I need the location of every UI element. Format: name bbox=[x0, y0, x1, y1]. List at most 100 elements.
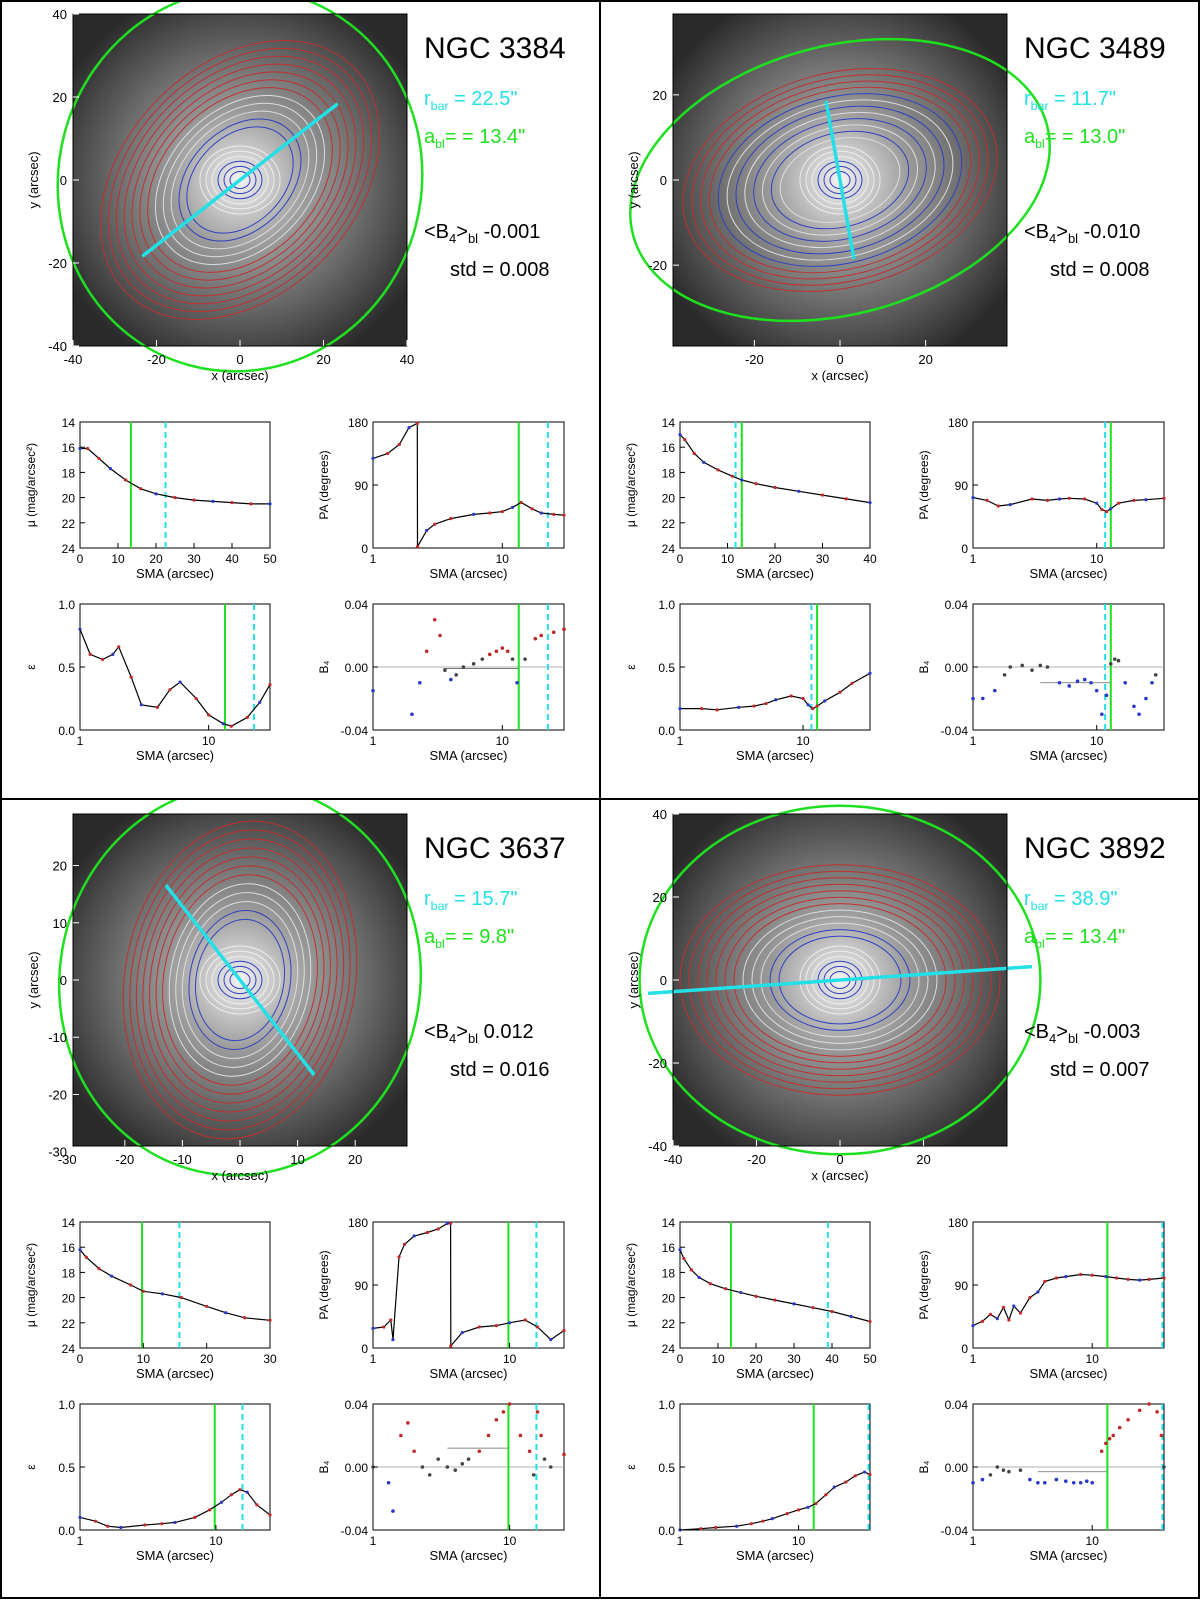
isophote-contour bbox=[115, 55, 365, 305]
b4-data-point bbox=[449, 677, 453, 682]
x-tick-label: 0 bbox=[236, 352, 243, 367]
pa-data-point bbox=[382, 1325, 386, 1329]
isophote-contours bbox=[682, 67, 998, 293]
mu-data-point bbox=[139, 487, 143, 491]
std-text: std = 0.007 bbox=[1050, 1059, 1150, 1081]
inner-contour bbox=[823, 165, 857, 195]
y-tick-label: 0.5 bbox=[658, 661, 675, 675]
pa-data-point bbox=[445, 1221, 449, 1225]
y-tick-label: 40 bbox=[53, 7, 67, 22]
b4-sub2: bl bbox=[1068, 231, 1078, 246]
y-tick-label: -20 bbox=[48, 256, 67, 271]
pa-data-point bbox=[1057, 497, 1062, 501]
isophote-contour bbox=[761, 124, 919, 236]
pa-data-point bbox=[1067, 496, 1071, 500]
x-tick-label: -20 bbox=[745, 352, 764, 367]
b4-data-point bbox=[1045, 665, 1050, 669]
b4-val: -0.003 bbox=[1078, 1021, 1140, 1043]
x-axis-label: SMA (arcsec) bbox=[1029, 748, 1107, 763]
y-tick-label: 90 bbox=[955, 1279, 969, 1293]
b4-data-point bbox=[971, 1480, 975, 1485]
pa-data-point bbox=[1007, 1318, 1011, 1322]
y-tick-label: 22 bbox=[662, 1317, 676, 1331]
eps-frame bbox=[679, 1403, 871, 1531]
x-tick-label: 10 bbox=[721, 552, 735, 566]
pa-data-point bbox=[1132, 498, 1136, 502]
x-tick-label: 30 bbox=[263, 1352, 277, 1366]
eps-series-line bbox=[679, 1471, 871, 1531]
b4-data-point bbox=[1155, 1410, 1159, 1414]
x-tick-label: 50 bbox=[863, 1352, 877, 1366]
rbar-text-main: r bbox=[424, 88, 431, 110]
abl-text-sub: bl bbox=[1035, 137, 1045, 151]
pa-data-point bbox=[449, 1344, 453, 1348]
eps-data-point bbox=[796, 1508, 801, 1512]
pa-data-point bbox=[477, 1325, 481, 1329]
b4-data-point bbox=[486, 1433, 491, 1438]
pa-series-line bbox=[972, 1273, 1165, 1327]
rbar-text-main: r bbox=[1024, 88, 1031, 110]
mu-data-point bbox=[692, 451, 696, 456]
galaxy-name: NGC 3892 bbox=[1024, 832, 1166, 865]
y-tick-label: 0.5 bbox=[58, 1461, 75, 1475]
eps-data-point bbox=[268, 1513, 272, 1517]
y-tick-label: 0.00 bbox=[345, 661, 369, 675]
abl-text-sub: bl bbox=[1035, 937, 1045, 951]
x-tick-label: 10 bbox=[202, 734, 216, 748]
eps-data-point bbox=[853, 1474, 857, 1478]
inner-contour bbox=[217, 160, 263, 200]
mu-data-point bbox=[740, 478, 744, 482]
x-tick-label: 30 bbox=[816, 552, 830, 566]
mu-series-line bbox=[679, 1249, 871, 1323]
pa-data-point bbox=[1147, 1277, 1151, 1281]
y-tick-label: 18 bbox=[662, 1266, 676, 1280]
isophote-contour bbox=[724, 896, 956, 1064]
pa-data-point bbox=[1018, 1311, 1023, 1315]
pa-data-point bbox=[1114, 1276, 1119, 1280]
b4-data-point bbox=[1001, 1468, 1006, 1472]
x-tick-label: 0 bbox=[77, 1352, 84, 1366]
pa-data-point bbox=[508, 1321, 512, 1325]
eps-data-point bbox=[143, 1523, 147, 1527]
pa-data-point bbox=[530, 507, 534, 511]
mu-data-point bbox=[205, 1304, 209, 1309]
x-axis-label: SMA (arcsec) bbox=[136, 566, 214, 581]
isophote-contour bbox=[706, 883, 974, 1077]
eps-data-point bbox=[678, 706, 682, 711]
b4-data-point bbox=[1126, 1417, 1130, 1422]
b4-data-point bbox=[1112, 657, 1117, 661]
x-tick-label: 20 bbox=[768, 552, 782, 566]
eps-data-point bbox=[219, 1500, 224, 1504]
mu-data-point bbox=[97, 456, 101, 461]
inner-contour bbox=[205, 150, 275, 210]
pa-data-point bbox=[460, 1331, 464, 1335]
pa-data-point bbox=[1043, 1279, 1047, 1284]
pa-y-axis-label: PA (degrees) bbox=[917, 450, 931, 519]
isophote-contour bbox=[744, 111, 936, 249]
isophote-contour bbox=[717, 93, 963, 267]
x-axis-label: x (arcsec) bbox=[211, 368, 268, 383]
b4-data-point bbox=[1104, 693, 1109, 698]
x-tick-label: 10 bbox=[796, 734, 810, 748]
eps-data-point bbox=[268, 683, 272, 687]
eps-data-point bbox=[78, 1515, 82, 1519]
eps-data-point bbox=[178, 680, 182, 684]
pa-data-point bbox=[523, 1318, 527, 1322]
y-tick-label: 24 bbox=[62, 1342, 76, 1356]
pa-data-point bbox=[1104, 510, 1109, 514]
x-tick-label: 30 bbox=[187, 552, 201, 566]
x-tick-label: -20 bbox=[747, 1152, 766, 1167]
y-tick-label: -0.04 bbox=[941, 724, 969, 738]
abl-text: abl= = 13.4" bbox=[424, 126, 525, 151]
b4-data-point bbox=[1100, 712, 1104, 717]
x-tick-label: 20 bbox=[918, 352, 932, 367]
isophote-contour bbox=[769, 929, 911, 1031]
rbar-text-rest: = 11.7" bbox=[1049, 88, 1116, 110]
pa-data-point bbox=[1008, 503, 1012, 507]
pa-data-point bbox=[539, 511, 543, 515]
mu-data-point bbox=[702, 460, 706, 464]
mu-data-point bbox=[249, 502, 253, 506]
x-tick-label: 1 bbox=[77, 734, 84, 748]
x-tick-label: 10 bbox=[137, 1352, 151, 1366]
rbar-text-rest: = 38.9" bbox=[1049, 888, 1118, 910]
